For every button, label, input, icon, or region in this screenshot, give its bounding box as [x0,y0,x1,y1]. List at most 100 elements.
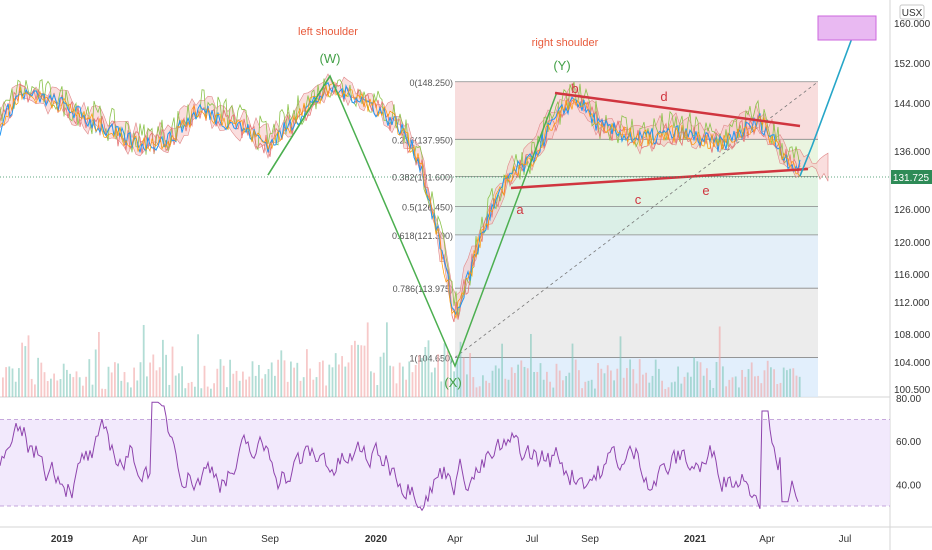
volume-bar [779,382,782,397]
price-axis-background [890,0,932,550]
volume-bar [82,385,84,397]
volume-bar [213,383,215,397]
rsi-tick-label: 60.00 [896,437,921,448]
volume-bar [107,366,110,397]
wave-y-label: (Y) [553,58,570,73]
wave-x-label: (X) [444,375,461,390]
fib-zone-0.5 [455,206,818,235]
volume-bar [110,372,113,397]
volume-bar [613,380,615,397]
fib-zone-0.618 [455,234,818,289]
wave-w-label: (W) [320,51,341,66]
volume-bar [450,358,452,397]
volume-bar [370,371,372,397]
volume-bar [149,362,151,397]
volume-bar [526,368,529,397]
volume-bar [792,368,795,397]
volume-bar [587,380,590,397]
volume-bar [702,375,705,397]
volume-bar [677,366,679,397]
volume-bar [443,343,446,397]
last-price-tag [891,170,932,184]
target-zone-box [817,15,877,41]
volume-bar [536,371,539,397]
volume-bar [773,369,775,397]
volume-bar [558,370,561,397]
triangle-upper-line [554,91,801,128]
left-shoulder-label: left shoulder [298,26,358,38]
volume-bar [354,340,356,397]
volume-bar [661,380,663,397]
volume-bar [66,369,68,397]
volume-bars [2,322,801,397]
volume-bar [168,384,171,397]
volume-bar [350,345,353,397]
volume-bar [402,366,404,397]
volume-bar [674,381,676,397]
volume-bar [226,387,228,397]
volume-bar [392,366,395,397]
volume-bar [491,370,494,397]
volume-bar [62,363,65,397]
volume-bar [648,382,651,397]
volume-bar [373,372,375,397]
time-tick-label: 2020 [365,534,388,545]
volume-bar [104,388,107,397]
volume-bar [706,368,708,397]
volume-bar [363,345,366,397]
volume-bar [552,387,555,397]
volume-bar [254,375,257,397]
volume-bar [133,367,135,397]
volume-bar [203,365,206,397]
volume-bar [69,373,71,397]
volume-bar [155,370,158,397]
volume-bar [206,386,209,397]
volume-bar [229,359,231,397]
volume-bar [462,357,465,397]
volume-bar [162,339,164,397]
right-shoulder-label: right shoulder [532,37,599,49]
volume-bar [670,382,673,397]
volume-bar [469,353,471,397]
volume-bar [158,367,161,397]
volume-bar [549,381,551,397]
volume-bar [786,370,788,397]
volume-bar [14,381,17,397]
volume-bar [530,333,532,397]
volume-bar [280,350,283,397]
volume-bar [331,367,334,397]
volume-bar [446,350,449,397]
volume-bar [776,384,779,397]
price-tick-label: 116.000 [894,270,930,281]
volume-bar [181,366,183,397]
wave-d-label: d [660,89,667,104]
volume-bar [328,364,331,397]
volume-bar [382,352,385,397]
volume-bar [645,372,647,397]
volume-bar [517,364,519,397]
volume-bar [37,357,39,397]
volume-bar [728,379,731,397]
volume-bar [699,362,702,397]
volume-bar [690,376,692,397]
volume-bar [114,362,116,397]
volume-bar [658,368,660,397]
volume-bar [50,378,52,397]
volume-bar [264,374,267,397]
volume-bar [418,355,420,397]
time-tick-label: Apr [759,534,775,545]
last-price-value: 131.725 [893,173,930,184]
elliott-wave-drawing[interactable]: left shoulder right shoulder (W) (X) (Y) a b c d… [0,15,890,390]
volume-bar [478,386,481,397]
volume-bar [101,388,103,397]
volume-bar [216,368,219,397]
volume-bar [395,383,398,397]
volume-bar [715,361,718,397]
volume-bar [610,370,612,397]
fib-label-0: 0(148.250) [409,78,453,88]
volume-bar [261,378,263,397]
wave-e-label: e [702,183,709,198]
volume-bar [494,365,497,397]
volume-bar [472,377,475,397]
target-arrow [799,29,856,177]
